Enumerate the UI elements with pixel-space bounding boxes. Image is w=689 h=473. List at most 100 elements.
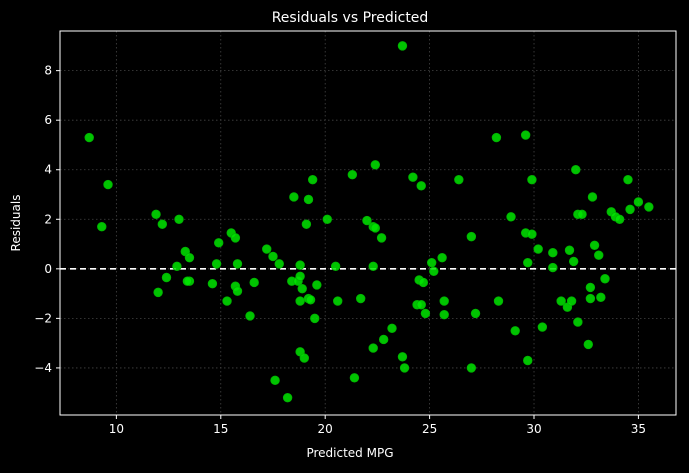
data-point <box>439 309 449 320</box>
data-point <box>347 169 358 180</box>
data-point <box>97 222 107 232</box>
data-point <box>222 296 232 306</box>
data-point <box>585 293 596 304</box>
data-point <box>429 266 439 277</box>
data-point <box>213 238 224 248</box>
data-point <box>439 296 449 306</box>
data-point <box>614 214 625 224</box>
data-point <box>397 352 408 362</box>
data-point <box>566 296 577 306</box>
data-point <box>623 174 633 185</box>
data-point <box>585 282 596 293</box>
data-point <box>426 257 437 268</box>
data-point <box>644 202 654 212</box>
data-point <box>174 214 184 224</box>
x-tick-label: 25 <box>422 422 437 436</box>
x-tick-label: 30 <box>526 422 541 436</box>
data-point <box>333 296 343 306</box>
data-point <box>583 339 593 350</box>
data-point <box>299 353 310 363</box>
data-point <box>370 223 381 233</box>
data-point <box>537 322 548 332</box>
data-point <box>564 245 575 255</box>
data-point <box>289 192 299 202</box>
data-point <box>282 392 293 403</box>
grid-layer <box>60 31 676 415</box>
data-point <box>274 259 284 269</box>
data-point <box>355 293 366 304</box>
data-point <box>249 277 259 288</box>
data-point <box>625 204 635 215</box>
data-point <box>437 252 447 263</box>
data-point <box>491 132 502 143</box>
data-point <box>556 296 566 306</box>
data-point <box>493 296 504 306</box>
data-point <box>349 373 360 383</box>
data-point <box>454 174 464 185</box>
x-axis-ticks: 10 15 20 25 30 35 <box>109 415 646 436</box>
data-point <box>262 244 272 254</box>
data-point <box>322 214 332 224</box>
data-point <box>527 174 537 185</box>
data-point <box>571 165 581 175</box>
data-point <box>548 248 558 258</box>
y-tick-label: −4 <box>34 361 52 375</box>
data-point <box>172 261 182 272</box>
data-point <box>330 261 341 272</box>
data-point <box>523 355 533 366</box>
data-point <box>103 179 113 190</box>
data-point <box>533 244 543 254</box>
data-point <box>305 295 316 305</box>
y-tick-label: 0 <box>44 262 52 276</box>
data-point <box>376 233 387 243</box>
data-point <box>295 296 305 306</box>
data-point <box>157 219 168 229</box>
data-point <box>420 308 431 319</box>
data-point <box>295 271 305 281</box>
data-point <box>577 209 587 220</box>
data-point <box>161 272 172 283</box>
data-point <box>470 308 481 319</box>
data-point <box>84 132 94 143</box>
x-tick-label: 20 <box>318 422 333 436</box>
x-tick-label: 35 <box>631 422 646 436</box>
x-axis-label: Predicted MPG <box>306 446 393 460</box>
data-point <box>211 259 222 269</box>
data-point <box>232 259 243 269</box>
data-point <box>397 41 408 51</box>
data-point <box>589 240 600 250</box>
data-point <box>153 287 163 298</box>
data-point <box>268 251 278 262</box>
data-point <box>633 197 644 207</box>
y-tick-label: 2 <box>44 212 52 226</box>
data-point <box>387 323 397 333</box>
data-point <box>399 363 410 373</box>
data-point <box>232 286 243 296</box>
data-point <box>245 311 255 321</box>
data-point <box>416 300 426 310</box>
y-axis-label: Residuals <box>9 195 23 252</box>
data-point <box>594 250 604 260</box>
data-point <box>368 261 378 272</box>
data-point <box>368 343 378 353</box>
data-point <box>182 276 193 286</box>
data-point <box>184 252 195 263</box>
data-point <box>307 174 318 185</box>
data-point <box>230 233 241 243</box>
data-point <box>270 375 280 386</box>
x-tick-label: 10 <box>109 422 124 436</box>
data-point <box>312 280 322 290</box>
y-tick-label: −2 <box>34 311 52 325</box>
data-point <box>370 160 381 170</box>
data-point <box>510 326 520 336</box>
data-point <box>416 181 426 191</box>
data-point <box>297 283 307 294</box>
data-point <box>520 130 531 140</box>
x-tick-label: 15 <box>213 422 228 436</box>
data-point <box>310 313 320 324</box>
plot-frame <box>59 30 677 416</box>
y-tick-label: 8 <box>44 64 52 78</box>
